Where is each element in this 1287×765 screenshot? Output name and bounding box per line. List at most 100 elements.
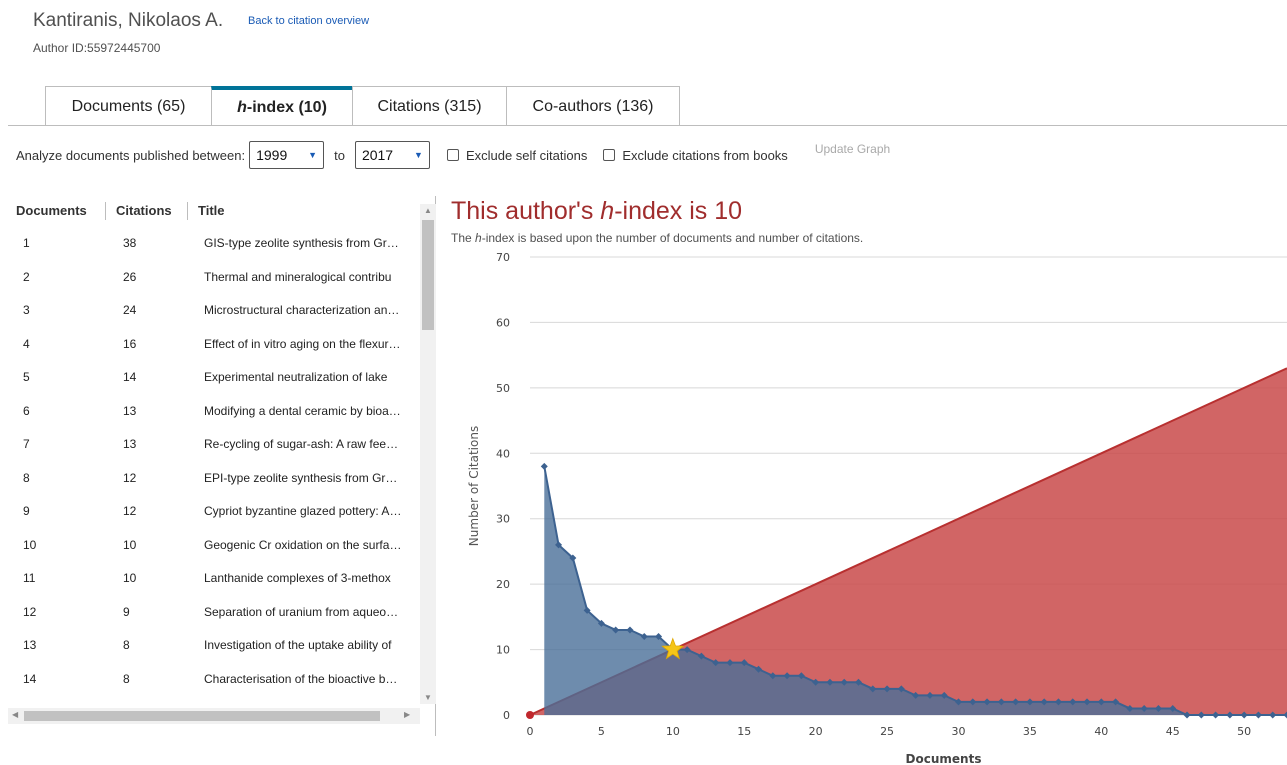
cell-document: 8 (23, 470, 30, 485)
tab-co-authors[interactable]: Co-authors (136) (506, 86, 680, 126)
cell-citations: 9 (123, 604, 130, 619)
cell-title[interactable]: Experimental neutralization of lake (204, 370, 388, 384)
cell-document: 4 (23, 336, 30, 351)
tab-h-index-label: h-index (10) (237, 99, 327, 117)
table-row[interactable]: 3 24 Microstructural characterization an… (8, 293, 420, 327)
tab-h-index[interactable]: h-index (10) (211, 86, 353, 126)
x-tick-label: 25 (880, 725, 894, 738)
cell-document: 6 (23, 403, 30, 418)
citation-point (897, 685, 905, 693)
cell-title[interactable]: Separation of uranium from aqueo… (204, 604, 399, 619)
cell-title[interactable]: Investigation of the uptake ability of (204, 638, 392, 652)
table-row[interactable]: 7 13 Re-cycling of sugar-ash: A raw fee… (8, 427, 420, 461)
citation-point (726, 659, 734, 667)
x-tick-label: 40 (1094, 725, 1108, 738)
cell-title[interactable]: Effect of in vitro aging on the flexur… (204, 336, 401, 351)
table-row[interactable]: 4 16 Effect of in vitro aging on the flexu… (8, 327, 420, 361)
table-row[interactable]: 5 14 Experimental neutralization of lake (8, 360, 420, 394)
scroll-right-icon[interactable]: ▶ (404, 710, 411, 719)
table-row[interactable]: 11 10 Lanthanide complexes of 3-methox (8, 561, 420, 595)
cell-title[interactable]: Re-cycling of sugar-ash: A raw fee… (204, 437, 399, 451)
citation-point (1126, 704, 1134, 712)
cell-citations: 12 (123, 504, 137, 518)
cell-title[interactable]: Modifying a dental ceramic by bioa… (204, 403, 401, 418)
citation-point (1012, 698, 1020, 706)
exclude-books-option[interactable]: Exclude citations from books (603, 148, 788, 163)
x-tick-label: 5 (598, 725, 605, 738)
citation-point (1140, 704, 1148, 712)
tab-divider (8, 125, 1287, 126)
exclude-self-option[interactable]: Exclude self citations (446, 148, 587, 163)
cell-title[interactable]: Geogenic Cr oxidation on the surfa… (204, 537, 402, 552)
y-tick-label: 10 (496, 644, 510, 657)
cell-citations: 38 (123, 236, 137, 250)
cell-title[interactable]: Microstructural characterization an… (204, 303, 400, 317)
back-to-citation-overview-link[interactable]: Back to citation overview (248, 15, 370, 27)
scrollbar-thumb[interactable] (24, 711, 380, 721)
y-tick-label: 0 (503, 709, 510, 722)
scroll-up-icon[interactable]: ▲ (424, 206, 432, 215)
citations-area (544, 466, 1287, 715)
citation-point (1283, 711, 1287, 719)
cell-document: 14 (23, 671, 37, 686)
tab-citations[interactable]: Citations (315) (352, 86, 507, 126)
tab-documents[interactable]: Documents (65) (45, 86, 212, 126)
scrollbar-thumb[interactable] (422, 220, 434, 330)
citation-point (1112, 698, 1120, 706)
citation-point (1083, 698, 1091, 706)
cell-citations: 10 (123, 537, 137, 552)
citation-point (712, 659, 720, 667)
cell-document: 7 (23, 437, 30, 451)
citation-point (740, 659, 748, 667)
citation-point (1154, 704, 1162, 712)
cell-document: 13 (23, 638, 37, 652)
cell-citations: 14 (123, 370, 137, 384)
cell-document: 3 (23, 303, 30, 317)
citation-point (612, 626, 620, 634)
cell-title[interactable]: Thermal and mineralogical contribu (204, 269, 392, 284)
table-header: Documents Citations Title (8, 196, 420, 226)
to-year-select[interactable]: 2017 ▼ (354, 141, 430, 169)
citation-point (940, 691, 948, 699)
cell-document: 12 (23, 604, 37, 619)
table-row[interactable]: 6 13 Modifying a dental ceramic by bioa… (8, 394, 420, 428)
y-tick-label: 50 (496, 382, 510, 395)
table-row[interactable]: 12 9 Separation of uranium from aqueo… (8, 595, 420, 629)
cell-document: 5 (23, 370, 30, 384)
cell-title[interactable]: EPI-type zeolite synthesis from Gr… (204, 470, 398, 485)
tab-h-index-rest: -index (10) (246, 99, 327, 116)
chevron-down-icon: ▼ (414, 150, 423, 160)
chart-subtitle-prefix: The (451, 231, 476, 245)
citation-point (954, 698, 962, 706)
citation-point (1212, 711, 1220, 719)
table-row[interactable]: 2 26 Thermal and mineralogical contribu (8, 260, 420, 294)
vertical-scrollbar[interactable]: ▲ ▼ (420, 204, 436, 704)
table-row[interactable]: 14 8 Characterisation of the bioactive b… (8, 662, 420, 696)
table-row[interactable]: 9 12 Cypriot byzantine glazed pottery: A… (8, 494, 420, 528)
column-header-documents[interactable]: Documents (16, 203, 87, 218)
table-row[interactable]: 8 12 EPI-type zeolite synthesis from Gr… (8, 461, 420, 495)
cell-title[interactable]: Cypriot byzantine glazed pottery: A… (204, 504, 402, 518)
column-header-citations[interactable]: Citations (116, 203, 172, 218)
table-row[interactable]: 1 38 GIS-type zeolite synthesis from Gr… (8, 226, 420, 260)
exclude-self-checkbox[interactable] (446, 149, 459, 161)
cell-title[interactable]: Characterisation of the bioactive b… (204, 671, 398, 686)
citation-point (783, 672, 791, 680)
column-divider (187, 202, 188, 220)
cell-citations: 12 (123, 470, 137, 485)
cell-title[interactable]: GIS-type zeolite synthesis from Gr… (204, 236, 399, 250)
citation-point (540, 462, 548, 470)
horizontal-scrollbar[interactable]: ◀ ▶ (8, 708, 420, 724)
scroll-left-icon[interactable]: ◀ (12, 710, 19, 719)
scroll-down-icon[interactable]: ▼ (424, 693, 432, 702)
exclude-books-checkbox[interactable] (603, 149, 616, 161)
cell-citations: 8 (123, 638, 130, 652)
from-year-select[interactable]: 1999 ▼ (249, 141, 325, 169)
column-header-title[interactable]: Title (198, 203, 225, 218)
column-divider (105, 202, 106, 220)
update-graph-button[interactable]: Update Graph (814, 142, 891, 156)
table-row[interactable]: 13 8 Investigation of the uptake ability o… (8, 628, 420, 662)
cell-title[interactable]: Lanthanide complexes of 3-methox (204, 571, 391, 585)
table-row[interactable]: 10 10 Geogenic Cr oxidation on the surfa… (8, 528, 420, 562)
citation-point (626, 626, 634, 634)
